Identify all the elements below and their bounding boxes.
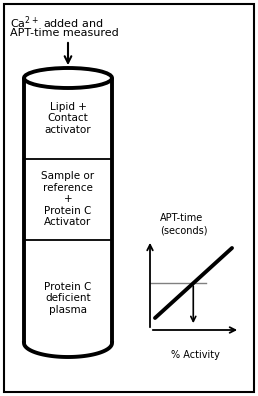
Text: Sample or
reference
+
Protein C
Activator: Sample or reference + Protein C Activato… — [42, 171, 95, 227]
Text: APT-time measured: APT-time measured — [10, 28, 119, 38]
Ellipse shape — [24, 68, 112, 88]
Text: Protein C
deficient
plasma: Protein C deficient plasma — [44, 282, 92, 315]
Text: Ca$^{2+}$ added and: Ca$^{2+}$ added and — [10, 14, 103, 30]
Text: APT-time
(seconds): APT-time (seconds) — [160, 213, 207, 235]
Text: Lipid +
Contact
activator: Lipid + Contact activator — [45, 102, 91, 135]
Text: % Activity: % Activity — [171, 350, 220, 360]
